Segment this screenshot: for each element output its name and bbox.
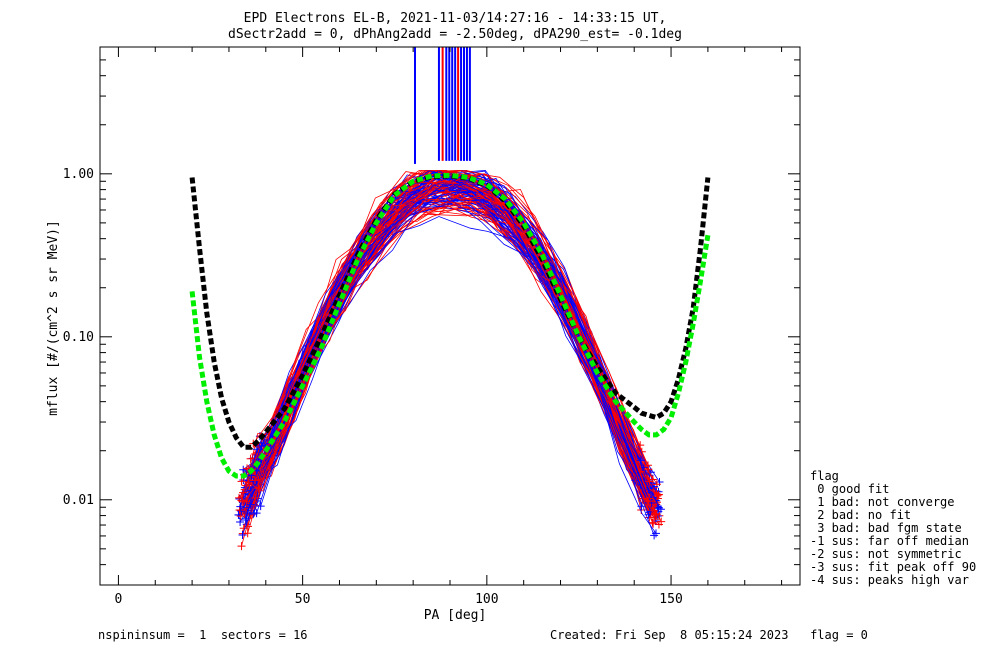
trace-marker xyxy=(653,492,662,501)
flag-legend: flag 0 good fit 1 bad: not converge 2 ba… xyxy=(810,470,976,587)
off-scale-bars xyxy=(414,47,471,164)
trace-marker xyxy=(237,477,246,486)
y-tick-label: 1.00 xyxy=(63,167,94,182)
trace-marker xyxy=(650,506,659,515)
trace-marker xyxy=(238,530,247,539)
trace-marker xyxy=(656,505,665,514)
trace-marker xyxy=(236,506,245,515)
trace-marker xyxy=(651,529,660,538)
trace-marker xyxy=(241,515,250,524)
measurement-trace xyxy=(256,195,642,514)
fit-curve-green xyxy=(189,172,711,479)
flag-legend-title: flag xyxy=(810,469,839,483)
footer-spin-info: nspininsum = 1 sectors = 16 xyxy=(98,628,308,642)
trace-marker xyxy=(251,476,260,485)
trace-marker xyxy=(243,464,252,473)
trace-marker xyxy=(246,454,255,463)
trace-marker xyxy=(639,463,648,472)
y-axis-label: mflux [#/(cm^2 s sr MeV)] xyxy=(46,220,61,416)
measurement-trace xyxy=(257,169,654,480)
trace-marker xyxy=(643,461,652,470)
trace-marker xyxy=(251,494,260,503)
trace-marker xyxy=(649,519,658,528)
flag-legend-item-high-var: -4 sus: peaks high var xyxy=(810,573,969,587)
trace-marker xyxy=(654,490,663,499)
trace-marker xyxy=(647,499,656,508)
trace-marker xyxy=(257,441,266,450)
trace-marker xyxy=(657,517,666,526)
trace-marker xyxy=(648,475,657,484)
fit-curve-black xyxy=(189,173,711,450)
flag-legend-item-peak-off-90: -3 sus: fit peak off 90 xyxy=(810,560,977,574)
x-tick-label: 0 xyxy=(115,592,123,607)
trace-marker xyxy=(246,500,255,509)
x-tick-label: 100 xyxy=(475,592,498,607)
flag-legend-item-not-converge: 1 bad: not converge xyxy=(810,495,955,509)
measurement-traces xyxy=(234,169,666,551)
trace-marker xyxy=(243,529,252,538)
measurement-trace xyxy=(248,170,649,496)
trace-marker xyxy=(236,502,245,511)
trace-marker xyxy=(644,497,653,506)
trace-marker xyxy=(249,508,258,517)
y-tick-label: 0.01 xyxy=(63,493,94,508)
trace-marker xyxy=(650,531,659,540)
measurement-trace xyxy=(244,175,655,499)
measurement-trace xyxy=(257,174,647,489)
y-tick-label: 0.10 xyxy=(63,330,94,345)
axis-layer: 0 50 100 150 0.01 0.10 1.00 xyxy=(63,46,801,607)
trace-marker xyxy=(244,478,253,487)
x-axis-label: PA [deg] xyxy=(424,608,487,623)
trace-marker xyxy=(235,493,244,502)
x-tick-label: 150 xyxy=(659,592,682,607)
trace-marker xyxy=(237,542,246,551)
x-tick-label: 50 xyxy=(295,592,311,607)
data-layer xyxy=(189,47,711,551)
trace-marker xyxy=(237,507,246,516)
trace-marker xyxy=(636,456,645,465)
measurement-trace xyxy=(239,189,645,523)
measurement-trace xyxy=(238,200,653,503)
footer-created-info: Created: Fri Sep 8 05:15:24 2023 flag = … xyxy=(550,628,868,642)
trace-marker xyxy=(239,488,248,497)
measurement-trace xyxy=(251,170,642,476)
flag-legend-item-not-symmetric: -2 sus: not symmetric xyxy=(810,547,962,561)
trace-marker xyxy=(636,441,645,450)
chart-subtitle: dSectr2add = 0, dPhAng2add = -2.50deg, d… xyxy=(228,27,682,42)
trace-marker xyxy=(238,497,247,506)
chart-title: EPD Electrons EL-B, 2021-11-03/14:27:16 … xyxy=(244,11,667,26)
flag-legend-item-no-fit: 2 bad: no fit xyxy=(810,508,912,522)
flag-legend-item-off-median: -1 sus: far off median xyxy=(810,534,969,548)
measurement-trace xyxy=(256,191,636,481)
measurement-trace xyxy=(239,177,662,510)
measurement-trace xyxy=(246,174,660,492)
trace-marker xyxy=(236,517,245,526)
measurement-trace xyxy=(245,170,658,497)
flag-legend-item-good-fit: 0 good fit xyxy=(810,482,890,496)
trace-marker xyxy=(235,505,244,514)
trace-marker xyxy=(256,502,265,511)
measurement-trace xyxy=(247,173,652,477)
flag-legend-item-bad-fgm: 3 bad: bad fgm state xyxy=(810,521,962,535)
